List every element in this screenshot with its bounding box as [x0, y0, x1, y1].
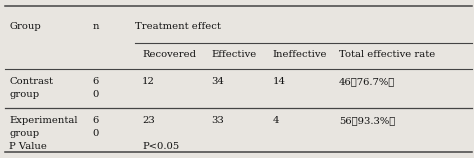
- Text: 14: 14: [273, 77, 285, 86]
- Text: Recovered: Recovered: [142, 50, 196, 59]
- Text: Treatment effect: Treatment effect: [135, 22, 221, 31]
- Text: Experimental: Experimental: [9, 116, 78, 125]
- Text: group: group: [9, 90, 40, 98]
- Text: P<0.05: P<0.05: [142, 142, 180, 151]
- Text: 6: 6: [92, 116, 99, 125]
- Text: 46（76.7%）: 46（76.7%）: [339, 77, 395, 86]
- Text: 0: 0: [92, 90, 99, 98]
- Text: Contrast: Contrast: [9, 77, 54, 86]
- Text: P Value: P Value: [9, 142, 47, 151]
- Text: 12: 12: [142, 77, 155, 86]
- Text: 34: 34: [211, 77, 224, 86]
- Text: 6: 6: [92, 77, 99, 86]
- Text: 56（93.3%）: 56（93.3%）: [339, 116, 395, 125]
- Text: Effective: Effective: [211, 50, 256, 59]
- Text: 33: 33: [211, 116, 224, 125]
- Text: n: n: [92, 22, 99, 31]
- Text: Group: Group: [9, 22, 41, 31]
- Text: 0: 0: [92, 129, 99, 138]
- Text: Total effective rate: Total effective rate: [339, 50, 435, 59]
- Text: 4: 4: [273, 116, 279, 125]
- Text: Ineffective: Ineffective: [273, 50, 327, 59]
- Text: 23: 23: [142, 116, 155, 125]
- Text: group: group: [9, 129, 40, 138]
